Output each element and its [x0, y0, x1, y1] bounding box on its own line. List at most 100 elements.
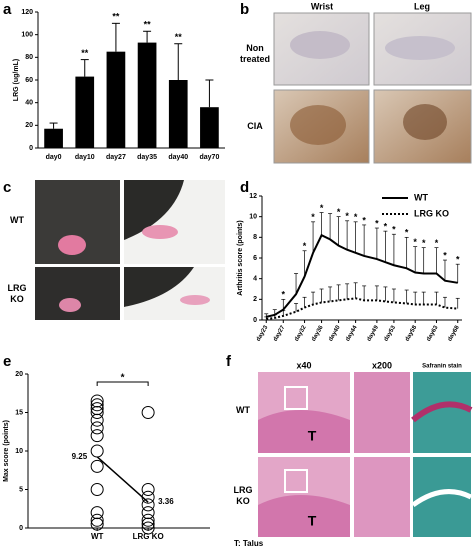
y-tick-label: 0: [253, 317, 257, 324]
x-tick-label: day68: [447, 324, 461, 342]
y-tick-label: 60: [25, 77, 33, 84]
row-label: LRG KO: [7, 283, 27, 304]
row-label: LRG KO: [233, 485, 253, 506]
bar: [106, 51, 126, 148]
zoom-box: [284, 469, 308, 493]
significance: *: [354, 212, 358, 222]
bar: [44, 128, 63, 148]
y-tick-label: 8: [253, 234, 257, 241]
dot: [90, 517, 104, 531]
panel-letter: e: [3, 353, 11, 370]
y-tick-label: 40: [25, 100, 33, 107]
significance: *: [435, 238, 439, 248]
y-tick-label: 20: [15, 371, 23, 378]
image-label: T: [308, 513, 317, 529]
y-axis-label: LRG (ug/mL): [13, 59, 20, 101]
mean-label: 3.36: [158, 497, 174, 506]
dot: [141, 521, 155, 535]
x-tick-label: day49: [366, 324, 380, 342]
y-tick-label: 2: [253, 296, 257, 303]
y-tick-label: 0: [19, 525, 23, 532]
fur: [124, 180, 184, 240]
x-tick-label: day35: [137, 154, 157, 161]
bone: [258, 410, 350, 453]
x-tick-label: day44: [345, 324, 359, 342]
mean-line: [96, 456, 149, 503]
dot: [90, 398, 104, 412]
bar: [137, 42, 157, 148]
x-tick-label: day10: [75, 154, 95, 161]
mouse-photos: [35, 180, 225, 320]
paw: [180, 295, 210, 305]
legend-label: LRG KO: [414, 208, 449, 218]
row-label: CIA: [247, 121, 263, 131]
significance: *: [303, 241, 307, 251]
dot: [90, 513, 104, 527]
significance: *: [384, 222, 388, 232]
significance: *: [362, 215, 366, 225]
x-tick-label: day70: [199, 154, 219, 161]
zoom-box: [284, 386, 308, 410]
paw: [58, 235, 86, 255]
x-tick-label: day53: [383, 324, 397, 342]
dot: [141, 498, 155, 512]
series-line: [266, 297, 458, 320]
significance-bracket: [96, 381, 149, 386]
bar: [168, 80, 188, 148]
dot: [141, 506, 155, 520]
y-tick-label: 15: [15, 409, 23, 416]
significance: *: [422, 238, 426, 248]
bone: [258, 495, 350, 537]
x-tick-label: day63: [426, 324, 440, 342]
tissue: [403, 104, 447, 140]
panel-letter: a: [3, 1, 12, 18]
significance: *: [121, 373, 125, 384]
significance: **: [144, 20, 152, 30]
tissue: [290, 105, 346, 145]
y-tick-label: 20: [25, 122, 33, 129]
panel-letter: c: [3, 179, 11, 196]
row-label: Non treated: [239, 43, 270, 64]
significance: *: [320, 203, 324, 213]
y-tick-label: 4: [253, 276, 257, 283]
image: [354, 372, 410, 453]
dot: [141, 517, 155, 531]
column-label: Leg: [414, 1, 430, 11]
x-tick-label: day23: [256, 324, 270, 342]
x-tick-label: day40: [328, 324, 342, 342]
dot: [141, 406, 155, 419]
column-label: Safranin stain: [422, 364, 462, 370]
image: [354, 457, 410, 537]
y-axis-label: Max score (points): [3, 420, 10, 482]
panel-letter: d: [240, 179, 249, 196]
cartilage: [411, 401, 473, 423]
y-tick-label: 10: [249, 214, 257, 221]
paw: [142, 225, 178, 239]
y-tick-label: 120: [21, 9, 33, 16]
significance: **: [81, 48, 89, 58]
paw: [59, 298, 81, 312]
bar: [200, 107, 219, 148]
series-line: [266, 233, 458, 318]
significance: *: [392, 225, 396, 235]
mean-label: 9.25: [72, 452, 88, 461]
significance: *: [282, 290, 286, 300]
histology-images: [273, 12, 472, 164]
fur: [124, 267, 194, 307]
dot: [90, 406, 104, 419]
significance: *: [443, 250, 447, 260]
footnote: T: Talus: [234, 539, 264, 548]
x-tick-label: day0: [46, 154, 62, 161]
dot: [141, 483, 155, 496]
column-label: Wrist: [311, 1, 333, 11]
significance: *: [375, 218, 379, 228]
image-label: T: [308, 428, 317, 444]
panel-letter: f: [226, 353, 232, 370]
y-tick-label: 12: [249, 193, 257, 200]
dot: [90, 421, 104, 435]
x-tick-label: day27: [106, 154, 126, 161]
significance: *: [405, 228, 409, 238]
row-label: WT: [236, 405, 250, 415]
y-tick-label: 5: [19, 486, 23, 493]
